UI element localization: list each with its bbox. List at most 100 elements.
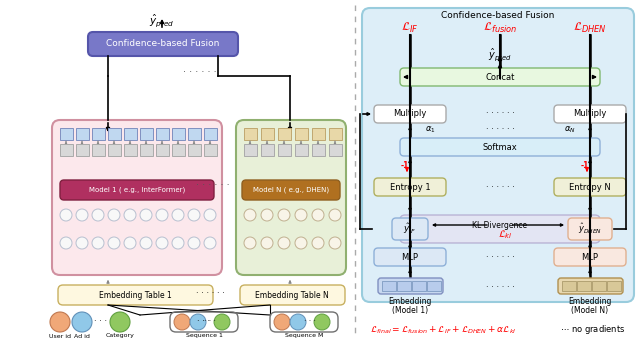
FancyBboxPatch shape — [236, 120, 346, 275]
Circle shape — [92, 209, 104, 221]
Circle shape — [76, 237, 88, 249]
Bar — [204, 128, 217, 140]
FancyBboxPatch shape — [362, 8, 634, 302]
Text: $\hat{y}_{pred}$: $\hat{y}_{pred}$ — [488, 47, 512, 63]
FancyBboxPatch shape — [558, 278, 623, 294]
Text: · · · · · ·: · · · · · · — [183, 67, 217, 77]
Text: -1: -1 — [581, 160, 589, 170]
Text: · · · · · ·: · · · · · · — [486, 282, 515, 292]
Circle shape — [278, 237, 290, 249]
Text: Embedding Table N: Embedding Table N — [255, 291, 329, 299]
Circle shape — [140, 209, 152, 221]
Text: $\hat{y}_{pred}$: $\hat{y}_{pred}$ — [149, 12, 175, 29]
Text: · · · · · ·: · · · · · · — [486, 253, 515, 261]
Circle shape — [312, 237, 324, 249]
Bar — [261, 144, 274, 156]
Circle shape — [295, 209, 307, 221]
Circle shape — [172, 209, 184, 221]
Text: Multiply: Multiply — [394, 109, 427, 119]
Text: -1: -1 — [401, 160, 409, 170]
Circle shape — [190, 314, 206, 330]
Bar — [60, 144, 73, 156]
Bar — [60, 128, 73, 140]
Circle shape — [172, 237, 184, 249]
Bar — [188, 144, 201, 156]
Bar — [92, 144, 105, 156]
Text: $\mathcal{L}_{final} = \mathcal{L}_{fusion} + \mathcal{L}_{IF} + \mathcal{L}_{DH: $\mathcal{L}_{final} = \mathcal{L}_{fusi… — [370, 324, 516, 336]
Bar — [244, 128, 257, 140]
Text: Softmax: Softmax — [483, 142, 517, 152]
Circle shape — [60, 237, 72, 249]
Text: · · · · · ·: · · · · · · — [486, 109, 515, 119]
Text: Ad id: Ad id — [74, 334, 90, 339]
Circle shape — [76, 209, 88, 221]
Bar — [329, 128, 342, 140]
Bar — [427, 281, 441, 291]
Text: $\mathcal{L}_{IF}$: $\mathcal{L}_{IF}$ — [401, 21, 419, 35]
Text: $\alpha_1$: $\alpha_1$ — [425, 125, 435, 135]
Bar — [412, 281, 426, 291]
Bar — [278, 144, 291, 156]
FancyBboxPatch shape — [568, 218, 612, 240]
Text: Sequence M: Sequence M — [285, 334, 323, 339]
Circle shape — [50, 312, 70, 332]
Bar — [261, 128, 274, 140]
Text: Multiply: Multiply — [573, 109, 607, 119]
FancyBboxPatch shape — [554, 248, 626, 266]
Text: MLP: MLP — [401, 253, 419, 261]
FancyBboxPatch shape — [60, 180, 214, 200]
Text: $\hat{y}_{IF}$: $\hat{y}_{IF}$ — [403, 222, 417, 236]
FancyBboxPatch shape — [240, 285, 345, 305]
FancyBboxPatch shape — [554, 178, 626, 196]
Circle shape — [204, 237, 216, 249]
FancyBboxPatch shape — [58, 285, 213, 305]
Bar — [124, 144, 137, 156]
Bar — [592, 281, 606, 291]
Text: $\mathcal{L}_{kl}$: $\mathcal{L}_{kl}$ — [498, 228, 513, 241]
Text: MLP: MLP — [582, 253, 598, 261]
FancyBboxPatch shape — [378, 278, 443, 294]
Bar — [76, 144, 89, 156]
Circle shape — [204, 209, 216, 221]
FancyBboxPatch shape — [374, 178, 446, 196]
Text: Embedding: Embedding — [388, 298, 432, 306]
Circle shape — [140, 237, 152, 249]
FancyBboxPatch shape — [400, 138, 600, 156]
Text: Entropy 1: Entropy 1 — [390, 182, 430, 192]
Bar — [577, 281, 591, 291]
Text: · · · · · ·: · · · · · · — [196, 180, 230, 190]
Circle shape — [290, 314, 306, 330]
Circle shape — [92, 237, 104, 249]
Bar — [108, 128, 121, 140]
FancyBboxPatch shape — [374, 248, 446, 266]
Bar — [172, 144, 185, 156]
Text: $\mathcal{L}_{fusion}$: $\mathcal{L}_{fusion}$ — [483, 21, 517, 35]
Circle shape — [72, 312, 92, 332]
Circle shape — [60, 209, 72, 221]
Bar — [92, 128, 105, 140]
Text: $\alpha_N$: $\alpha_N$ — [564, 125, 576, 135]
Text: · · · · · ·: · · · · · · — [486, 182, 515, 192]
Bar — [397, 281, 411, 291]
FancyBboxPatch shape — [554, 105, 626, 123]
Circle shape — [188, 237, 200, 249]
Circle shape — [174, 314, 190, 330]
Bar — [312, 128, 325, 140]
Bar — [295, 128, 308, 140]
FancyBboxPatch shape — [400, 68, 600, 86]
Circle shape — [274, 314, 290, 330]
Bar — [382, 281, 396, 291]
FancyBboxPatch shape — [52, 120, 222, 275]
FancyBboxPatch shape — [374, 105, 446, 123]
FancyBboxPatch shape — [400, 215, 600, 243]
Circle shape — [156, 209, 168, 221]
Circle shape — [188, 209, 200, 221]
Bar — [278, 128, 291, 140]
Bar — [172, 128, 185, 140]
Text: Embedding: Embedding — [568, 298, 612, 306]
Text: Embedding Table 1: Embedding Table 1 — [99, 291, 172, 299]
Circle shape — [329, 209, 341, 221]
Circle shape — [329, 237, 341, 249]
Circle shape — [156, 237, 168, 249]
Text: Confidence-based Fusion: Confidence-based Fusion — [106, 40, 220, 48]
